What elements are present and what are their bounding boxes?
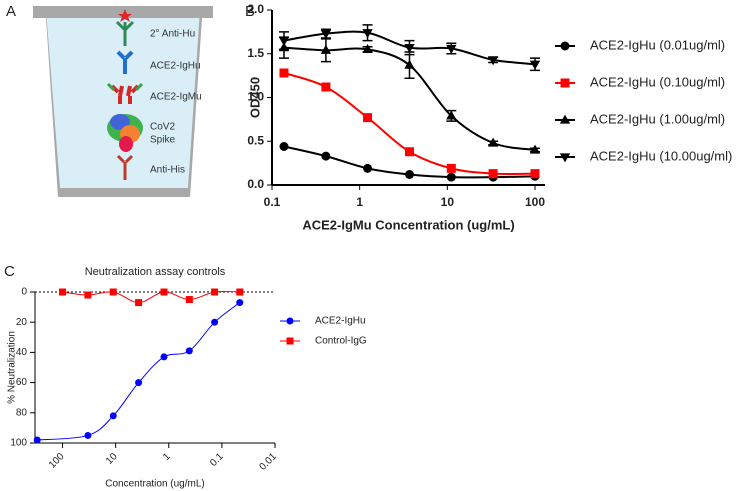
marker [279, 68, 289, 78]
x-axis-label: ACE2-IgMu Concentration (ug/mL) [302, 217, 514, 232]
diagram-label: Anti-His [150, 165, 185, 176]
marker [185, 347, 193, 355]
y-tick-label: 0.5 [247, 133, 264, 147]
marker [446, 163, 456, 173]
x-tick-label: 10 [104, 451, 120, 467]
marker [135, 379, 143, 387]
y-axis-label: OD450 [247, 77, 262, 118]
marker [446, 44, 457, 54]
diagram-label: CoV2 [150, 122, 175, 133]
y-axis-label: % Neutralization [7, 331, 18, 404]
marker [279, 142, 289, 151]
marker [135, 299, 143, 307]
marker [446, 172, 456, 182]
legend-marker [560, 78, 570, 88]
marker [84, 291, 92, 299]
x-axis-label: Concentration (ug/mL) [105, 479, 205, 490]
y-tick-label: 20 [16, 317, 28, 328]
marker [446, 110, 457, 120]
marker [529, 144, 541, 154]
y-tick-label: 80 [16, 407, 28, 418]
x-tick-label: 1 [356, 195, 363, 209]
marker [109, 288, 117, 296]
diagram-label: ACE2-IgHu [150, 61, 201, 72]
marker [488, 169, 498, 179]
diagram-label: 2° Anti-Hu [150, 29, 195, 40]
marker [236, 288, 244, 296]
y-tick-label: 40 [16, 347, 28, 358]
x-tick-label: 1 [161, 451, 173, 463]
marker [363, 113, 373, 123]
panel-label: B [245, 3, 255, 20]
marker [404, 147, 414, 157]
marker [211, 318, 219, 326]
marker [236, 299, 244, 307]
x-tick-label: 0.1 [208, 451, 226, 469]
marker [109, 412, 117, 420]
marker [362, 43, 373, 53]
marker [404, 44, 415, 54]
marker [320, 30, 332, 40]
marker [160, 353, 168, 361]
marker [84, 431, 92, 439]
y-tick-label: 0.0 [247, 177, 264, 191]
panel-label: C [4, 263, 15, 280]
legend-marker [559, 114, 571, 124]
marker [363, 163, 373, 173]
marker [487, 137, 499, 147]
marker [530, 169, 540, 179]
legend-label: ACE2-IgHu (1.00ug/ml) [590, 111, 725, 126]
marker [160, 288, 168, 296]
marker [487, 56, 499, 66]
x-tick-label: 100 [525, 195, 545, 209]
diagram-label: ACE2-IgMu [150, 92, 202, 103]
y-tick-label: 1.0 [247, 90, 264, 104]
marker [33, 436, 41, 444]
legend-marker [286, 317, 294, 325]
marker [185, 296, 193, 304]
marker [529, 60, 541, 70]
legend-label: ACE2-IgHu (0.10ug/ml) [590, 74, 725, 89]
marker [404, 59, 415, 69]
y-tick-label: 60 [16, 377, 28, 388]
marker [320, 44, 332, 54]
y-tick-label: 100 [10, 438, 27, 449]
legend-label: ACE2-IgHu [315, 316, 366, 327]
x-tick-label: 0.1 [264, 195, 281, 209]
well-diagram: 2° Anti-Hu ACE2-IgHu ACE2-IgMu CoV2 Spik… [33, 6, 213, 197]
legend-label: Control-IgG [315, 336, 367, 347]
marker [59, 288, 67, 296]
y-tick-label: 0 [21, 287, 27, 298]
y-tick-label: 1.5 [247, 46, 264, 60]
legend-marker [286, 337, 294, 345]
x-tick-label: 0.01 [257, 451, 279, 473]
marker [321, 82, 331, 92]
marker [404, 170, 414, 179]
chart-title: Neutralization assay controls [85, 266, 226, 278]
legend-marker [559, 153, 571, 163]
y-tick-label: 2.0 [247, 2, 264, 16]
legend-marker [560, 41, 570, 51]
x-tick-label: 10 [441, 195, 455, 209]
marker [278, 37, 290, 47]
x-tick-label: 100 [47, 451, 67, 471]
series-line [37, 302, 241, 441]
legend-label: ACE2-IgHu (0.01ug/ml) [590, 37, 725, 52]
panel-label: A [6, 3, 16, 20]
marker [321, 151, 331, 161]
diagram-label: Spike [150, 135, 175, 146]
legend-label: ACE2-IgHu (10.00ug/ml) [590, 148, 732, 163]
marker [362, 29, 373, 39]
marker [211, 288, 219, 296]
